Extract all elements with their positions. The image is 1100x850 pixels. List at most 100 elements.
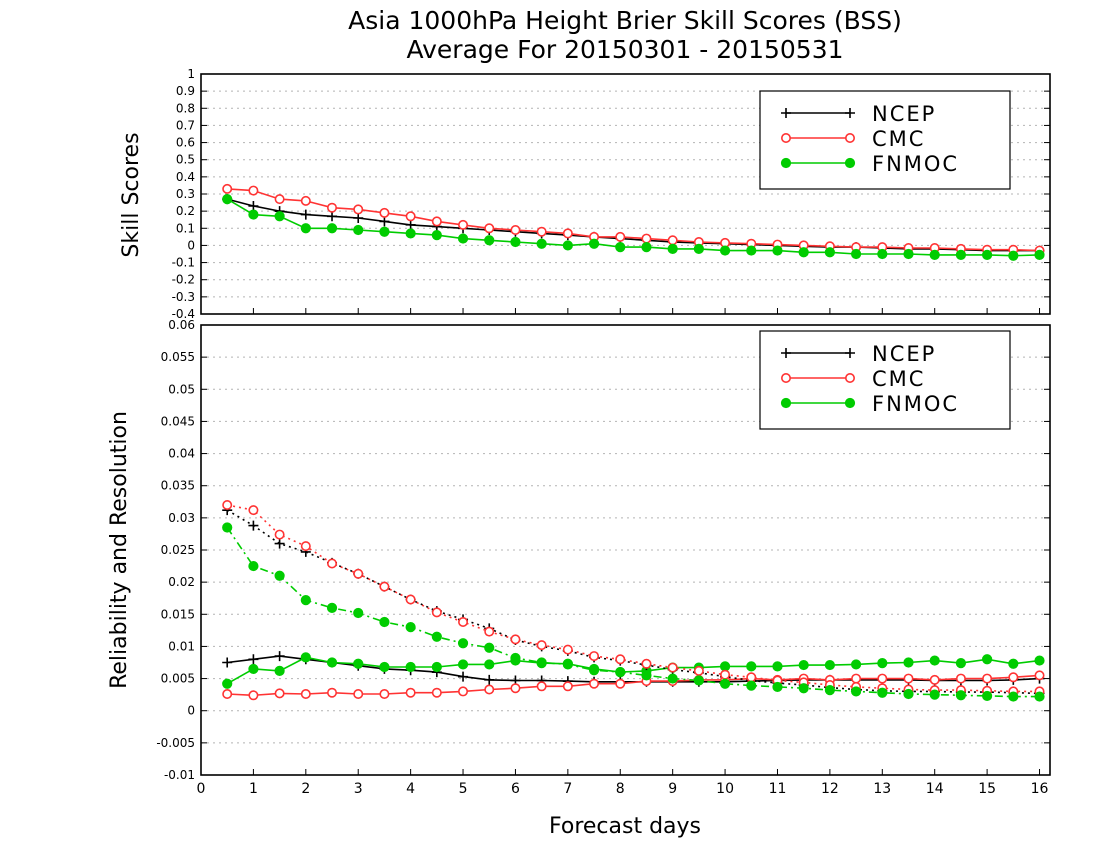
- data-point: [379, 661, 390, 673]
- data-point: [274, 211, 285, 222]
- y-tick-label: 0.05: [168, 382, 195, 396]
- data-point: [562, 681, 573, 692]
- data-point: [353, 568, 364, 579]
- data-point: [353, 607, 364, 619]
- data-point: [903, 673, 914, 684]
- y-tick-label: 0.025: [161, 543, 195, 557]
- legend-marker: [845, 348, 855, 358]
- series-cmc-dotted: [222, 499, 1045, 697]
- data-point: [772, 245, 783, 256]
- data-point: [903, 657, 914, 668]
- data-point: [248, 690, 259, 701]
- y-tick-label: -0.4: [172, 307, 195, 321]
- data-point: [955, 690, 967, 701]
- legend-marker: [780, 372, 791, 383]
- data-point: [405, 228, 416, 239]
- x-tick-label: 1: [249, 781, 258, 797]
- data-point: [222, 499, 233, 510]
- data-point: [458, 671, 469, 682]
- data-point: [824, 685, 835, 696]
- data-point: [903, 248, 914, 260]
- data-point: [824, 659, 835, 671]
- data-point: [484, 684, 495, 695]
- data-point: [248, 654, 259, 665]
- data-point: [667, 662, 678, 673]
- data-point: [458, 219, 469, 230]
- data-point: [1034, 249, 1045, 260]
- data-point: [588, 238, 600, 249]
- data-point: [746, 672, 757, 683]
- data-point: [536, 226, 547, 237]
- data-point: [484, 642, 495, 653]
- data-point: [850, 686, 862, 697]
- data-point: [798, 247, 809, 258]
- x-tick-label: 5: [459, 781, 468, 797]
- data-point: [824, 247, 835, 258]
- data-point: [615, 231, 626, 242]
- data-point: [300, 541, 311, 552]
- data-point: [274, 538, 285, 549]
- x-tick-label: 0: [197, 781, 206, 797]
- y-tick-label: 0.6: [176, 136, 195, 150]
- data-point: [798, 683, 809, 694]
- data-point: [274, 570, 285, 581]
- x-tick-label: 3: [354, 781, 363, 797]
- x-tick-label: 9: [668, 781, 677, 797]
- data-point: [667, 235, 678, 246]
- data-point: [929, 689, 940, 700]
- skill-score-panel: -0.4 -0.3 -0.2 -0.1 0 0.1 0.2 0.3 0.4 0.5 0.6 0.7 0.…: [172, 67, 1051, 321]
- y-tick-label: 1: [187, 67, 195, 81]
- data-point: [484, 674, 495, 685]
- y-tick-label: 0: [187, 238, 195, 252]
- data-point: [982, 249, 993, 260]
- data-point: [222, 183, 233, 194]
- y-tick-label: 0: [187, 704, 195, 718]
- data-point: [667, 243, 678, 254]
- legend-marker: [844, 157, 856, 169]
- y-tick-label: 0.7: [176, 118, 195, 132]
- data-point: [641, 658, 652, 669]
- data-point: [877, 687, 888, 698]
- legend-marker: [781, 348, 791, 358]
- data-point: [903, 688, 914, 700]
- chart-subtitle: Average For 20150301 - 20150531: [406, 35, 843, 64]
- data-point: [851, 673, 862, 684]
- data-point: [457, 638, 469, 649]
- data-point: [274, 651, 285, 662]
- data-point: [274, 665, 285, 676]
- x-tick-label: 6: [511, 781, 520, 797]
- series-fnmoc: [222, 194, 1045, 261]
- legend-marker: [780, 133, 791, 144]
- data-point: [510, 225, 521, 236]
- data-point: [589, 678, 600, 689]
- data-point: [1008, 250, 1019, 261]
- x-tick-label: 2: [301, 781, 310, 797]
- data-point: [458, 616, 469, 627]
- series-cmc: [222, 183, 1045, 256]
- legend-label-fnmoc: FNMOC: [872, 152, 959, 176]
- data-point: [693, 243, 704, 254]
- data-point: [536, 640, 547, 651]
- data-point: [222, 194, 233, 205]
- data-point: [719, 661, 731, 672]
- data-point: [615, 242, 626, 253]
- x-tick-label: 7: [563, 781, 572, 797]
- series-cmc: [222, 670, 1045, 701]
- data-point: [353, 213, 364, 223]
- data-point: [457, 659, 469, 670]
- y-tick-label: 0.1: [176, 221, 195, 235]
- y-tick-label: -0.01: [164, 768, 195, 782]
- y-tick-label: -0.3: [172, 290, 195, 304]
- data-point: [222, 522, 233, 533]
- data-point: [641, 670, 652, 681]
- data-point: [536, 238, 547, 249]
- bottom-y-axis-title: Reliability and Resolution: [107, 411, 132, 689]
- data-point: [353, 204, 364, 215]
- data-point: [982, 654, 993, 665]
- y-tick-label: 0.03: [168, 511, 195, 525]
- data-point: [300, 209, 311, 220]
- x-tick-label: 14: [926, 781, 944, 797]
- data-point: [379, 226, 390, 237]
